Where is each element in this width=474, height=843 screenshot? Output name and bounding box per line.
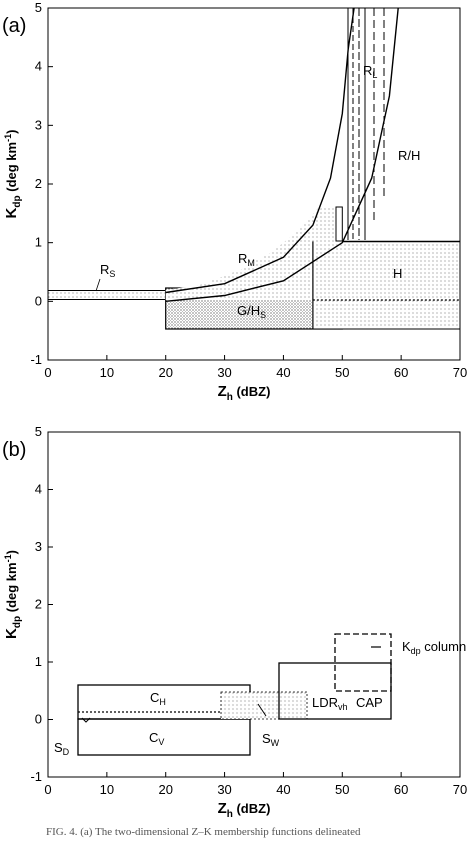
- region-rs: [47, 290, 167, 300]
- x-tick-label: 60: [394, 365, 408, 380]
- sw-arrow: [257, 703, 267, 717]
- panel-b-label: (b): [2, 439, 26, 461]
- y-tick-label: 3: [35, 117, 42, 132]
- x-tick-label: 0: [44, 782, 51, 797]
- y-axis-title: Kdp (deg km-1): [3, 130, 23, 219]
- x-tick-label: 50: [335, 782, 349, 797]
- label-ch: CH: [150, 690, 166, 707]
- curve-upper: [165, 7, 355, 294]
- x-tick-label: 40: [276, 365, 290, 380]
- y-tick-label: 5: [35, 0, 42, 15]
- region-rl: [347, 8, 385, 240]
- label-sw: SW: [262, 731, 280, 748]
- label-rh: R/H: [398, 148, 420, 163]
- label-cv: CV: [149, 730, 164, 747]
- y-tick-label: 0: [35, 712, 42, 727]
- region-cv: [77, 718, 251, 756]
- y-tick-label: 2: [35, 176, 42, 191]
- plot-frame-b: [47, 431, 461, 778]
- label-kdp-column: Kdp column: [402, 639, 466, 656]
- region-rm-top: [335, 206, 343, 242]
- region-h: [312, 241, 460, 330]
- region-kdp-column: [334, 633, 392, 692]
- label-gh: G/HS: [237, 303, 266, 320]
- y-tick-label: -1: [30, 352, 42, 367]
- rs-arrow: [95, 278, 101, 292]
- x-tick-label: 60: [394, 782, 408, 797]
- label-sd: SD: [54, 740, 70, 757]
- x-axis-title: Zh (dBZ): [218, 800, 271, 820]
- region-sw: [220, 691, 308, 720]
- y-tick-label: 4: [35, 482, 42, 497]
- sd-marker: [81, 717, 91, 723]
- x-tick-label: 10: [100, 782, 114, 797]
- figure-caption: FIG. 4. (a) The two-dimensional Z–K memb…: [46, 826, 361, 838]
- label-ldr: LDRvh: [312, 695, 348, 712]
- y-tick-label: 1: [35, 654, 42, 669]
- label-rm: RM: [238, 251, 255, 268]
- label-h: H: [393, 266, 402, 281]
- y-tick-label: 5: [35, 424, 42, 439]
- y-tick-label: 0: [35, 293, 42, 308]
- x-tick-label: 70: [453, 365, 467, 380]
- x-tick-label: 40: [276, 782, 290, 797]
- x-axis-title: Zh (dBZ): [218, 383, 271, 403]
- curve-lower: [165, 7, 399, 302]
- y-tick-label: 4: [35, 59, 42, 74]
- label-rs: RS: [100, 262, 115, 279]
- x-tick-label: 10: [100, 365, 114, 380]
- label-cap: CAP: [356, 695, 383, 710]
- x-tick-label: 50: [335, 365, 349, 380]
- x-tick-label: 20: [158, 365, 172, 380]
- x-tick-label: 30: [217, 365, 231, 380]
- panel-a-label: (a): [2, 15, 26, 37]
- y-axis-title: Kdp (deg km-1): [3, 550, 23, 639]
- region-rm: [165, 207, 336, 300]
- label-rl: RL: [363, 63, 377, 80]
- y-tick-label: 2: [35, 597, 42, 612]
- x-tick-label: 20: [158, 782, 172, 797]
- x-tick-label: 30: [217, 782, 231, 797]
- x-tick-label: 70: [453, 782, 467, 797]
- y-tick-label: 1: [35, 235, 42, 250]
- y-tick-label: 3: [35, 539, 42, 554]
- x-tick-label: 0: [44, 365, 51, 380]
- y-tick-label: -1: [30, 769, 42, 784]
